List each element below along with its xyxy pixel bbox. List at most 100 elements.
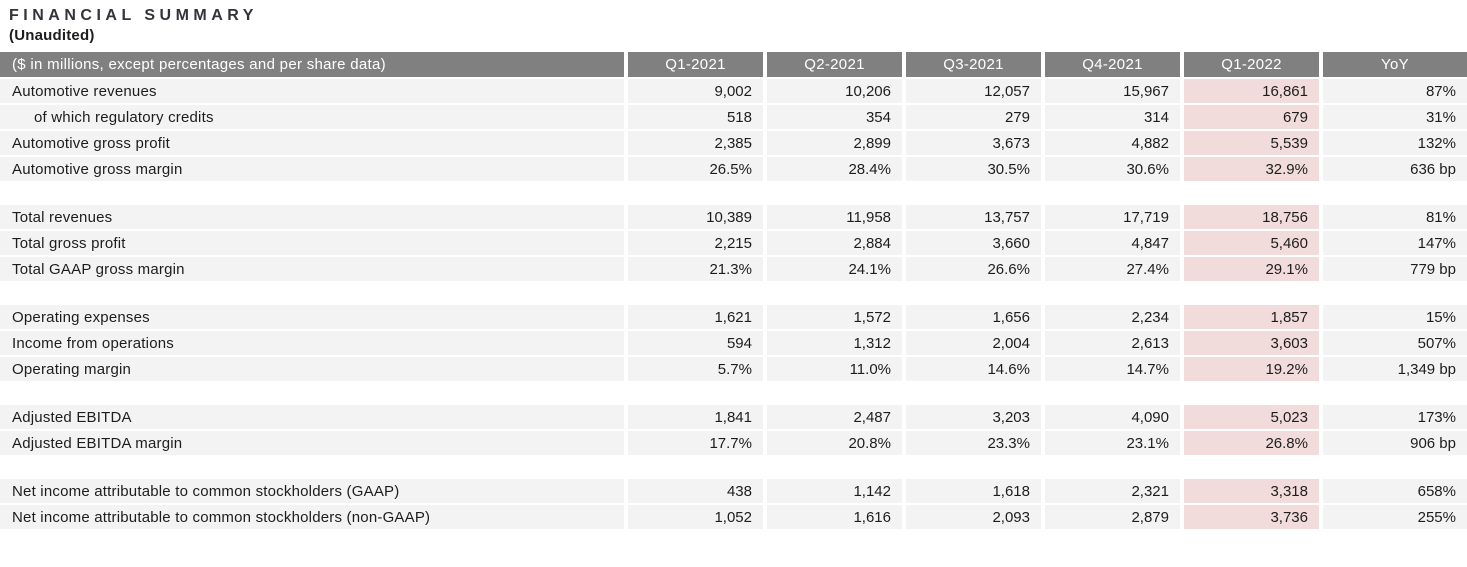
- row-label: of which regulatory credits: [0, 105, 624, 129]
- cell-q1-2021: 17.7%: [628, 431, 763, 455]
- cell-q1-2021: 518: [628, 105, 763, 129]
- cell-q2-2021: 2,487: [767, 405, 902, 429]
- cell-q3-2021: 13,757: [906, 205, 1041, 229]
- table-row: Automotive revenues 9,002 10,206 12,057 15,9…: [0, 79, 1467, 103]
- row-label: Net income attributable to common stockh…: [0, 479, 624, 503]
- row-label: Operating margin: [0, 357, 624, 381]
- cell-q4-2021: 23.1%: [1045, 431, 1180, 455]
- cell-q1-2022: 32.9%: [1184, 157, 1319, 181]
- cell-q3-2021: 3,660: [906, 231, 1041, 255]
- cell-yoy: 255%: [1323, 505, 1467, 529]
- cell-q4-2021: 2,321: [1045, 479, 1180, 503]
- cell-q4-2021: 4,090: [1045, 405, 1180, 429]
- cell-yoy: 1,349 bp: [1323, 357, 1467, 381]
- cell-q1-2021: 26.5%: [628, 157, 763, 181]
- cell-yoy: 87%: [1323, 79, 1467, 103]
- row-label: Total revenues: [0, 205, 624, 229]
- table-row: Net income attributable to common stockh…: [0, 505, 1467, 529]
- cell-q1-2022: 1,857: [1184, 305, 1319, 329]
- header-cell-q4-2021: Q4-2021: [1045, 52, 1180, 77]
- table-row: Total revenues 10,389 11,958 13,757 17,719 18…: [0, 205, 1467, 229]
- cell-q1-2022: 3,318: [1184, 479, 1319, 503]
- cell-q1-2021: 10,389: [628, 205, 763, 229]
- cell-q2-2021: 1,616: [767, 505, 902, 529]
- row-group: Net income attributable to common stockh…: [0, 479, 1467, 529]
- cell-yoy: 636 bp: [1323, 157, 1467, 181]
- cell-q4-2021: 2,879: [1045, 505, 1180, 529]
- cell-yoy: 15%: [1323, 305, 1467, 329]
- cell-q2-2021: 2,899: [767, 131, 902, 155]
- cell-yoy: 81%: [1323, 205, 1467, 229]
- table-row: Operating margin 5.7% 11.0% 14.6% 14.7% 19.2%…: [0, 357, 1467, 381]
- cell-q2-2021: 1,312: [767, 331, 902, 355]
- row-label: Automotive gross profit: [0, 131, 624, 155]
- cell-q3-2021: 1,656: [906, 305, 1041, 329]
- row-label: Total gross profit: [0, 231, 624, 255]
- cell-q2-2021: 2,884: [767, 231, 902, 255]
- cell-q1-2021: 594: [628, 331, 763, 355]
- cell-q1-2021: 2,385: [628, 131, 763, 155]
- cell-q1-2022: 19.2%: [1184, 357, 1319, 381]
- cell-q3-2021: 30.5%: [906, 157, 1041, 181]
- cell-q2-2021: 1,572: [767, 305, 902, 329]
- cell-yoy: 906 bp: [1323, 431, 1467, 455]
- cell-q2-2021: 1,142: [767, 479, 902, 503]
- row-label: Automotive revenues: [0, 79, 624, 103]
- financial-summary-page: FINANCIAL SUMMARY (Unaudited) ($ in mill…: [0, 7, 1467, 529]
- cell-q1-2021: 1,841: [628, 405, 763, 429]
- table-row: Net income attributable to common stockh…: [0, 479, 1467, 503]
- cell-q4-2021: 2,613: [1045, 331, 1180, 355]
- cell-q1-2022: 29.1%: [1184, 257, 1319, 281]
- cell-q2-2021: 11.0%: [767, 357, 902, 381]
- cell-q4-2021: 27.4%: [1045, 257, 1180, 281]
- financial-summary-table: ($ in millions, except percentages and p…: [0, 52, 1467, 529]
- cell-yoy: 31%: [1323, 105, 1467, 129]
- cell-yoy: 779 bp: [1323, 257, 1467, 281]
- cell-q4-2021: 4,847: [1045, 231, 1180, 255]
- row-label: Income from operations: [0, 331, 624, 355]
- table-row: Operating expenses 1,621 1,572 1,656 2,234 1,…: [0, 305, 1467, 329]
- header-cell-yoy: YoY: [1323, 52, 1467, 77]
- cell-q3-2021: 2,093: [906, 505, 1041, 529]
- cell-q1-2022: 26.8%: [1184, 431, 1319, 455]
- row-group: Automotive revenues 9,002 10,206 12,057 15,9…: [0, 79, 1467, 181]
- cell-q1-2021: 438: [628, 479, 763, 503]
- cell-q1-2021: 9,002: [628, 79, 763, 103]
- cell-q4-2021: 14.7%: [1045, 357, 1180, 381]
- row-group: Total revenues 10,389 11,958 13,757 17,719 18…: [0, 205, 1467, 281]
- cell-q3-2021: 279: [906, 105, 1041, 129]
- row-group: Adjusted EBITDA 1,841 2,487 3,203 4,090 5,023…: [0, 405, 1467, 455]
- cell-q2-2021: 20.8%: [767, 431, 902, 455]
- table-row: Income from operations 594 1,312 2,004 2,613…: [0, 331, 1467, 355]
- header-units-label: ($ in millions, except percentages and p…: [0, 52, 624, 77]
- header-cell-q1-2022: Q1-2022: [1184, 52, 1319, 77]
- cell-q2-2021: 354: [767, 105, 902, 129]
- cell-q1-2022: 3,736: [1184, 505, 1319, 529]
- row-label: Adjusted EBITDA: [0, 405, 624, 429]
- page-subtitle: (Unaudited): [9, 27, 95, 44]
- row-label: Total GAAP gross margin: [0, 257, 624, 281]
- row-group: Operating expenses 1,621 1,572 1,656 2,234 1,…: [0, 305, 1467, 381]
- header-cell-q2-2021: Q2-2021: [767, 52, 902, 77]
- cell-q3-2021: 12,057: [906, 79, 1041, 103]
- row-label: Operating expenses: [0, 305, 624, 329]
- row-label: Automotive gross margin: [0, 157, 624, 181]
- header-cell-q3-2021: Q3-2021: [906, 52, 1041, 77]
- page-title: FINANCIAL SUMMARY: [9, 7, 258, 24]
- cell-q1-2022: 5,023: [1184, 405, 1319, 429]
- cell-q3-2021: 3,673: [906, 131, 1041, 155]
- table-row: Adjusted EBITDA margin 17.7% 20.8% 23.3% 23.…: [0, 431, 1467, 455]
- cell-q1-2022: 679: [1184, 105, 1319, 129]
- cell-yoy: 173%: [1323, 405, 1467, 429]
- cell-q4-2021: 17,719: [1045, 205, 1180, 229]
- table-header-row: ($ in millions, except percentages and p…: [0, 52, 1467, 77]
- cell-q4-2021: 30.6%: [1045, 157, 1180, 181]
- cell-q1-2022: 5,539: [1184, 131, 1319, 155]
- cell-q3-2021: 23.3%: [906, 431, 1041, 455]
- cell-q1-2022: 3,603: [1184, 331, 1319, 355]
- cell-q2-2021: 11,958: [767, 205, 902, 229]
- cell-q3-2021: 26.6%: [906, 257, 1041, 281]
- cell-q1-2022: 5,460: [1184, 231, 1319, 255]
- cell-q4-2021: 314: [1045, 105, 1180, 129]
- cell-q3-2021: 3,203: [906, 405, 1041, 429]
